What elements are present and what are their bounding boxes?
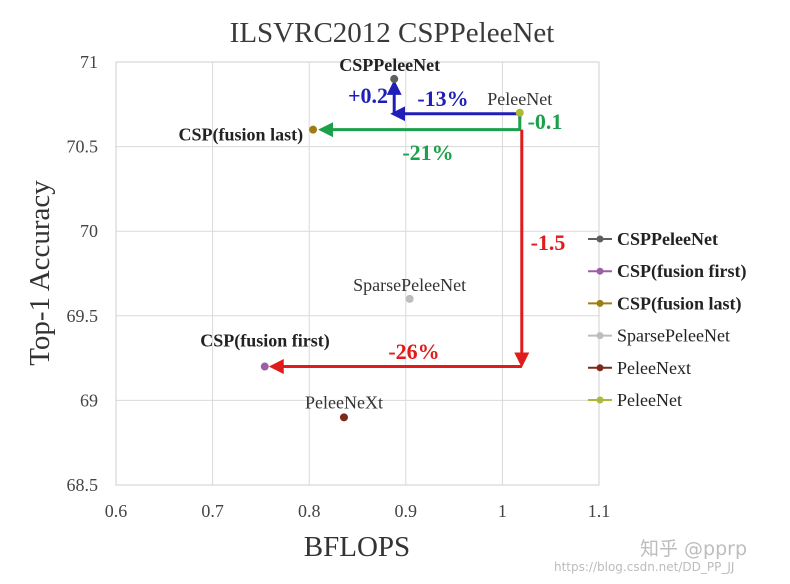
label-peleenext: PeleeNeXt [305, 392, 383, 412]
annotation-green-delta: -0.1 [528, 109, 563, 134]
data-point [515, 108, 524, 117]
arrow-green [318, 116, 522, 138]
legend-marker [596, 267, 604, 275]
legend-marker [596, 235, 604, 243]
x-tick-label: 0.9 [395, 501, 418, 521]
x-tick-label: 0.7 [201, 501, 224, 521]
data-point [260, 362, 269, 371]
annotation-blue-pct: -13% [417, 86, 468, 111]
legend-label: SparsePeleeNet [617, 326, 730, 346]
data-point [405, 294, 414, 303]
label-csp-fusion-last: CSP(fusion last) [179, 125, 304, 146]
label-csp-fusion-first: CSP(fusion first) [200, 331, 330, 352]
y-tick-label: 70 [80, 221, 98, 241]
annotation-green-pct: -21% [402, 140, 453, 165]
arrow-blue-horizontal [390, 106, 522, 122]
legend-marker [596, 332, 604, 340]
legend-marker [596, 396, 604, 404]
y-tick-label: 69.5 [67, 306, 99, 326]
annotation-blue-delta: +0.2 [348, 83, 388, 108]
legend-label: PeleeNet [617, 390, 682, 410]
legend-marker [596, 364, 604, 372]
y-tick-label: 68.5 [67, 475, 99, 495]
y-tick-label: 70.5 [67, 137, 99, 157]
y-axis-label: Top-1 Accuracy [24, 180, 56, 366]
annotation-red-pct: -26% [388, 339, 439, 364]
data-point [309, 125, 318, 134]
y-tick-label: 71 [80, 52, 98, 72]
label-sparsepeleenet: SparsePeleeNet [353, 275, 466, 295]
y-tick-label: 69 [80, 390, 98, 410]
x-tick-label: 1.1 [588, 501, 611, 521]
label-cspeleenet: CSPPeleeNet [339, 55, 440, 75]
watermark-zhihu: 知乎 @pprp [640, 538, 748, 560]
annotation-red-delta: -1.5 [531, 230, 566, 255]
x-axis-label: BFLOPS [304, 531, 410, 563]
legend-label: CSP(fusion first) [617, 261, 747, 282]
watermark-url: https://blog.csdn.net/DD_PP_JJ [554, 560, 735, 574]
legend-marker [596, 299, 604, 307]
x-tick-label: 0.8 [298, 501, 321, 521]
legend-label: CSP(fusion last) [617, 293, 742, 314]
x-tick-label: 1 [498, 501, 507, 521]
legend-label: PeleeNext [617, 358, 691, 378]
chart-title: ILSVRC2012 CSPPeleeNet [230, 17, 555, 49]
data-point [390, 74, 399, 83]
legend-label: CSPPeleeNet [617, 229, 718, 249]
x-tick-label: 0.6 [105, 501, 128, 521]
data-point [339, 413, 348, 422]
label-peleenet: PeleeNet [487, 89, 552, 109]
